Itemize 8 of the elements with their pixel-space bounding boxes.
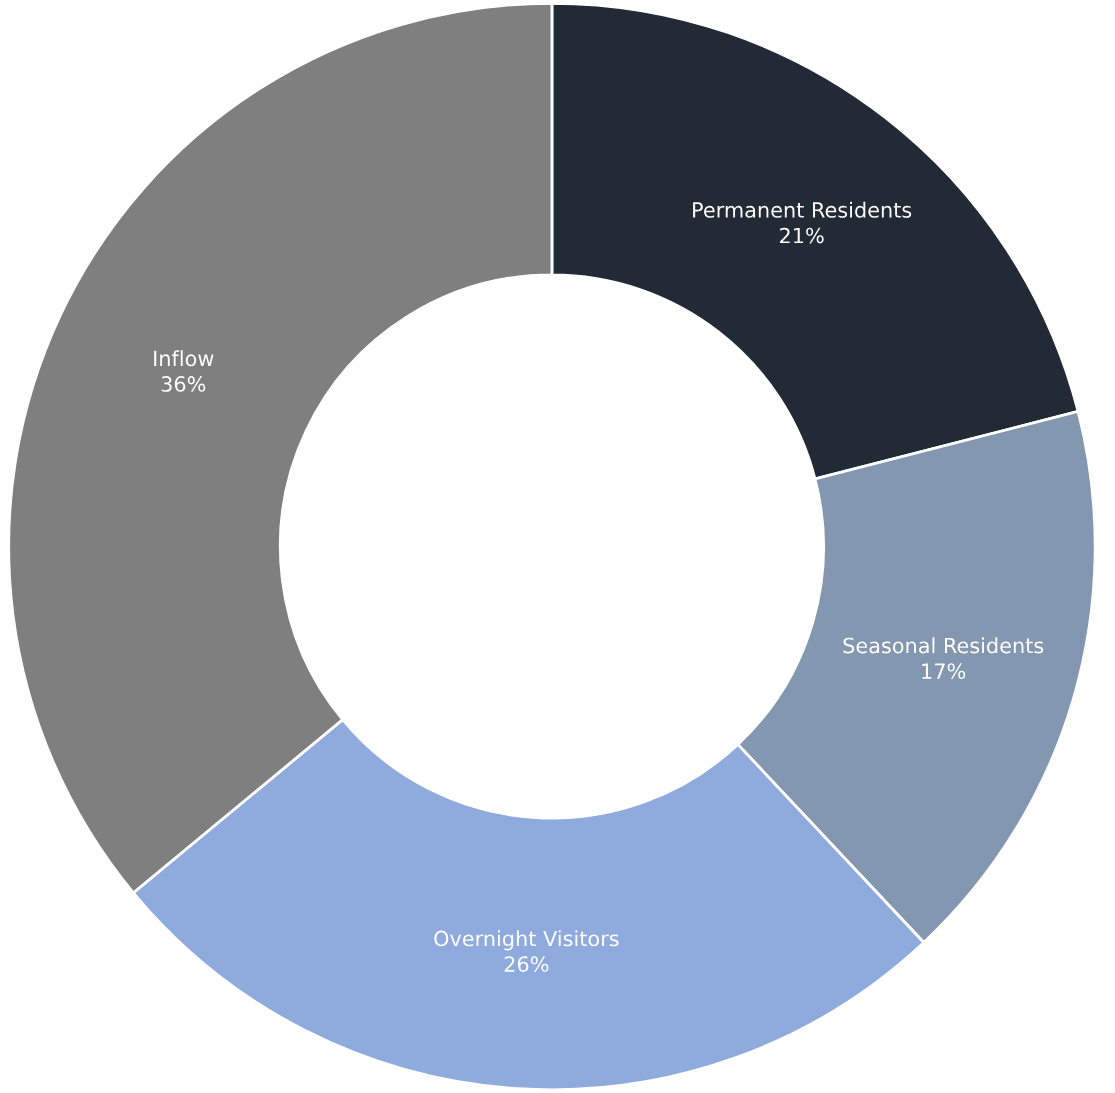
slice-label: Inflow [154,350,214,367]
slice-label: Permanent Residents [693,201,912,218]
data-label: 36% [161,376,206,392]
slice-label: Overnight Visitors [434,930,619,951]
data-label: 21% [780,227,824,244]
data-label: 17% [922,663,966,680]
data-label: 26% [504,956,549,972]
slice-label: Seasonal Residents [843,637,1044,654]
